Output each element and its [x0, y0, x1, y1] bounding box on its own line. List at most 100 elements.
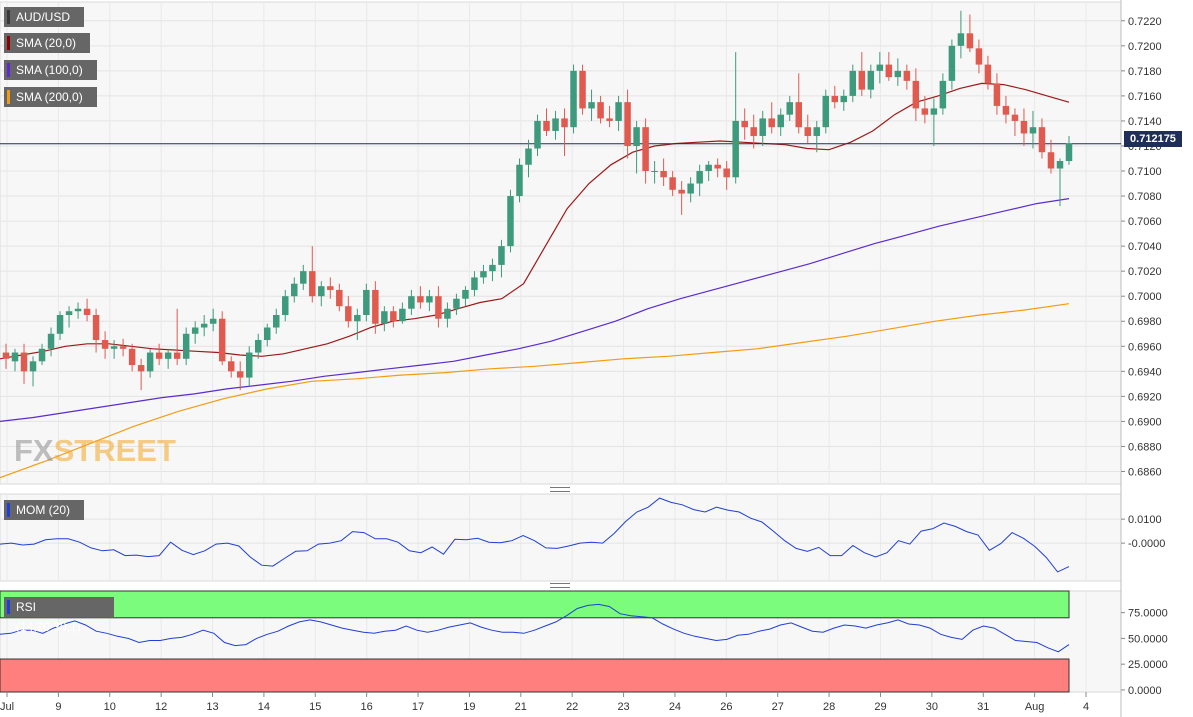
- candle-body: [777, 114, 784, 128]
- candle-body: [552, 118, 559, 131]
- candle-body: [119, 346, 127, 349]
- rsi-oversold-zone: [0, 658, 1070, 693]
- candle-body: [417, 296, 424, 303]
- price-axis-label: 0.7080: [1128, 191, 1162, 203]
- time-axis-label: 29: [874, 701, 886, 713]
- candle-body: [200, 323, 208, 328]
- candle-body: [525, 148, 532, 165]
- time-axis-label: 15: [309, 701, 321, 713]
- candle-body: [336, 289, 343, 307]
- legend-instrument: AUD/USD: [4, 7, 84, 27]
- time-axis-label: Jul: [0, 701, 14, 713]
- candle-body: [38, 348, 46, 362]
- candle-body: [570, 70, 577, 128]
- legend-swatch: [7, 90, 10, 104]
- legend-swatch: [7, 600, 10, 614]
- time-axis-label: 14: [258, 701, 270, 713]
- candle-body: [507, 196, 514, 247]
- price-axis-label: 0.6960: [1128, 341, 1162, 353]
- candle-body: [786, 102, 793, 115]
- time-axis-label: 22: [566, 701, 578, 713]
- mom-axis-label: 0.0100: [1128, 514, 1162, 526]
- price-axis-label: 0.7220: [1128, 16, 1162, 28]
- candle-body: [462, 289, 469, 299]
- time-axis-label: 12: [155, 701, 167, 713]
- candle-body: [480, 271, 487, 278]
- candle-body: [435, 296, 442, 319]
- candle-body: [1011, 114, 1019, 121]
- candle-body: [795, 102, 802, 128]
- candle-body: [804, 127, 811, 136]
- candle-body: [309, 271, 316, 297]
- price-axis-label: 0.6900: [1128, 416, 1162, 428]
- candle-body: [1002, 105, 1010, 115]
- candle-body: [831, 95, 839, 103]
- price-axis-label: 0.7200: [1128, 41, 1162, 53]
- price-axis-label: 0.7000: [1128, 291, 1162, 303]
- time-axis-label: Aug: [1025, 701, 1045, 713]
- candle-body: [471, 277, 478, 290]
- candle-body: [318, 286, 325, 297]
- legend-swatch: [7, 503, 10, 517]
- pane-splitter-rsi[interactable]: [550, 583, 570, 588]
- candle-body: [47, 333, 55, 349]
- time-axis-label: 23: [617, 701, 629, 713]
- candle-body: [822, 95, 830, 128]
- candle-body: [65, 311, 73, 315]
- sma-line-0: [0, 82, 1070, 360]
- legend-sma100: SMA (100,0): [4, 60, 97, 80]
- candle-body: [254, 340, 262, 353]
- candle-body: [939, 80, 947, 109]
- time-axis-label: 17: [412, 701, 424, 713]
- candle-body: [579, 70, 586, 109]
- candle-body: [300, 271, 307, 284]
- rsi-axis-label: 0.0000: [1128, 685, 1162, 697]
- candle-body: [74, 308, 82, 312]
- candle-body: [543, 120, 550, 131]
- rsi-axis-label: 25.0000: [1128, 659, 1168, 671]
- candle-body: [146, 352, 154, 372]
- candle-body: [363, 289, 370, 315]
- pane-background: [0, 1, 1122, 485]
- candle-body: [182, 333, 190, 359]
- price-axis-label: 0.6980: [1128, 316, 1162, 328]
- candle-body: [876, 64, 884, 71]
- candle-body: [561, 118, 568, 128]
- time-axis-label: 31: [977, 701, 989, 713]
- candle-body: [1020, 120, 1028, 134]
- legend-sma200-label: SMA (200,0): [16, 90, 83, 104]
- candle-body: [327, 286, 334, 290]
- candle-body: [1047, 152, 1055, 169]
- rsi-axis-label: 50.0000: [1128, 633, 1168, 645]
- candle-body: [993, 83, 1001, 106]
- candle-body: [687, 183, 694, 194]
- candle-body: [669, 177, 676, 190]
- sma-line-2: [0, 303, 1070, 479]
- mom-line: [0, 497, 1070, 573]
- candle-body: [606, 118, 613, 121]
- candle-body: [750, 127, 757, 136]
- candle-body: [444, 308, 451, 319]
- legend-rsi-label: RSI (14,70,30,1): [16, 600, 81, 634]
- time-axis-label: 28: [823, 701, 835, 713]
- legend-swatch: [7, 36, 10, 50]
- candle-body: [83, 308, 91, 315]
- fxstreet-logo: FXSTREET: [14, 433, 176, 468]
- time-axis-label: 9: [55, 701, 61, 713]
- price-axis-label: 0.6880: [1128, 441, 1162, 453]
- candle-body: [282, 296, 289, 315]
- candle-body: [849, 70, 857, 96]
- sma-line-1: [0, 198, 1070, 422]
- candle-body: [155, 352, 163, 359]
- candle-body: [191, 327, 199, 334]
- price-axis-label: 0.6860: [1128, 466, 1162, 478]
- candle-body: [110, 346, 118, 349]
- candle-body: [381, 311, 388, 324]
- pane-splitter-mom[interactable]: [550, 487, 570, 492]
- legend-instrument-label: AUD/USD: [16, 10, 71, 24]
- mom-axis-label: -0.0000: [1128, 538, 1165, 550]
- time-axis-label: 27: [772, 701, 784, 713]
- candle-body: [345, 306, 352, 322]
- candle-body: [426, 296, 433, 303]
- candle-body: [273, 314, 280, 328]
